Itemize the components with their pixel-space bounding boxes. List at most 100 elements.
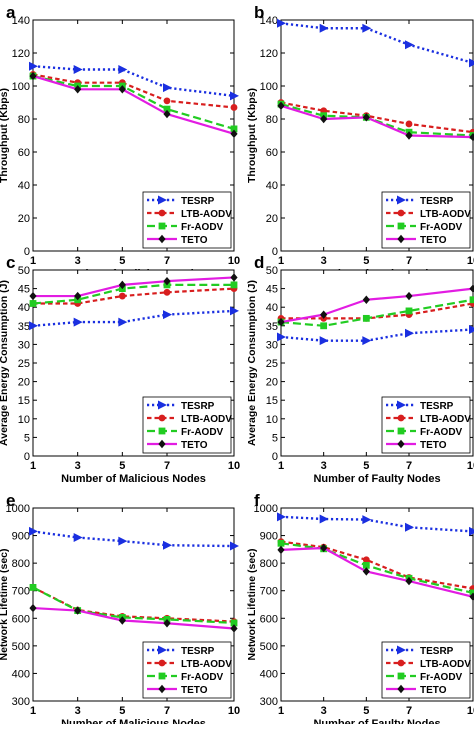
x-tick-label: 5 [119,255,125,267]
data-point-tesrp [29,321,38,331]
x-tick-label: 1 [30,255,36,267]
legend-marker [397,427,405,435]
data-point-teto [118,280,126,290]
data-point-teto [163,109,171,119]
y-tick-label: 120 [260,48,278,60]
data-point-tesrp [469,58,474,68]
series-line-tesrp [32,65,235,98]
y-tick-label: 600 [260,613,278,625]
y-tick-label: 0 [24,246,30,258]
y-tick-label: 15 [18,395,30,407]
data-point-tesrp [405,40,414,50]
legend-label: TESRP [181,646,215,657]
data-point-ltb-aodv [118,292,126,300]
y-tick-label: 120 [12,48,30,60]
data-point-fr-aodv [230,125,238,133]
y-tick-label: 100 [260,81,278,93]
y-tick-label: 20 [266,377,278,389]
data-point-teto [320,543,328,553]
x-tick-label: 3 [321,705,327,717]
x-tick-label: 10 [228,255,240,267]
legend-marker [158,209,166,217]
y-tick-label: 500 [260,641,278,653]
legend-label: Fr-AODV [181,427,224,438]
x-tick-label: 7 [164,460,170,472]
x-tick-label: 7 [406,705,412,717]
data-point-teto [29,71,37,81]
legend-label: TETO [181,685,208,696]
data-point-tesrp [118,317,128,327]
x-tick-label: 10 [228,705,240,717]
legend-label: TESRP [420,196,454,207]
data-point-fr-aodv [320,322,328,330]
panel-a: 020406080100120140135710Number of Malici… [0,3,240,280]
legend-label: Fr-AODV [420,672,463,683]
y-tick-label: 45 [266,284,278,296]
legend-label: LTB-AODV [181,659,232,670]
data-point-tesrp [362,336,372,346]
data-point-tesrp [362,23,372,33]
data-point-tesrp [29,61,38,71]
data-point-tesrp [163,83,172,93]
x-tick-label: 5 [119,460,125,472]
legend-marker [158,222,166,230]
data-point-teto [29,291,37,301]
y-axis-label: Network Lifetime (sec) [246,548,258,660]
y-tick-label: 30 [266,339,278,351]
legend-marker [158,427,166,435]
legend-label: TETO [181,440,208,451]
x-tick-label: 10 [467,705,474,717]
legend-label: TETO [181,235,208,246]
x-tick-label: 7 [164,705,170,717]
data-point-teto [469,592,474,601]
legend-marker [397,195,406,205]
data-point-teto [469,132,474,142]
data-point-fr-aodv [29,584,37,591]
data-point-ltb-aodv [230,104,238,111]
data-point-tesrp [319,23,329,33]
panel-letter: e [6,491,15,510]
y-tick-label: 40 [18,302,30,314]
legend-marker [158,195,167,205]
data-point-teto [362,567,370,576]
data-point-tesrp [73,317,83,327]
legend: TESRP LTB-AODV Fr-AODV TETO [142,191,232,249]
x-tick-label: 5 [119,705,125,717]
data-point-teto [74,291,82,301]
y-tick-label: 1000 [6,503,30,515]
y-tick-label: 20 [18,377,30,389]
x-axis-label: Number of Malicious Nodes [61,473,206,485]
legend-marker [158,672,166,680]
legend-label: TESRP [181,196,215,207]
data-point-tesrp [230,306,239,316]
legend: TESRP LTB-AODV Fr-AODV TETO [381,396,471,454]
data-point-tesrp [230,541,239,551]
x-tick-label: 7 [164,255,170,267]
data-point-teto [362,295,370,304]
x-tick-label: 1 [278,255,284,267]
data-point-teto [277,545,285,555]
data-point-tesrp [319,336,329,346]
series-line-fr-aodv [32,586,235,625]
y-tick-label: 10 [266,414,278,426]
legend-label: LTB-AODV [420,659,471,670]
x-tick-label: 1 [30,460,36,472]
y-tick-label: 700 [12,586,30,598]
y-tick-label: 50 [266,265,278,277]
y-tick-label: 5 [24,432,30,444]
y-tick-label: 35 [266,321,278,333]
y-tick-label: 800 [260,558,278,570]
data-point-tesrp [163,310,172,320]
y-tick-label: 45 [18,284,30,296]
legend-label: TESRP [420,646,454,657]
data-point-ltb-aodv [362,556,370,564]
y-tick-label: 0 [272,246,278,258]
panel-b: 020406080100120140135710Number of Faulty… [246,3,474,280]
y-tick-label: 40 [266,180,278,192]
y-tick-label: 0 [24,451,30,463]
legend: TESRP LTB-AODV Fr-AODV TETO [142,641,232,699]
data-point-tesrp [277,332,286,342]
data-point-tesrp [319,514,329,524]
